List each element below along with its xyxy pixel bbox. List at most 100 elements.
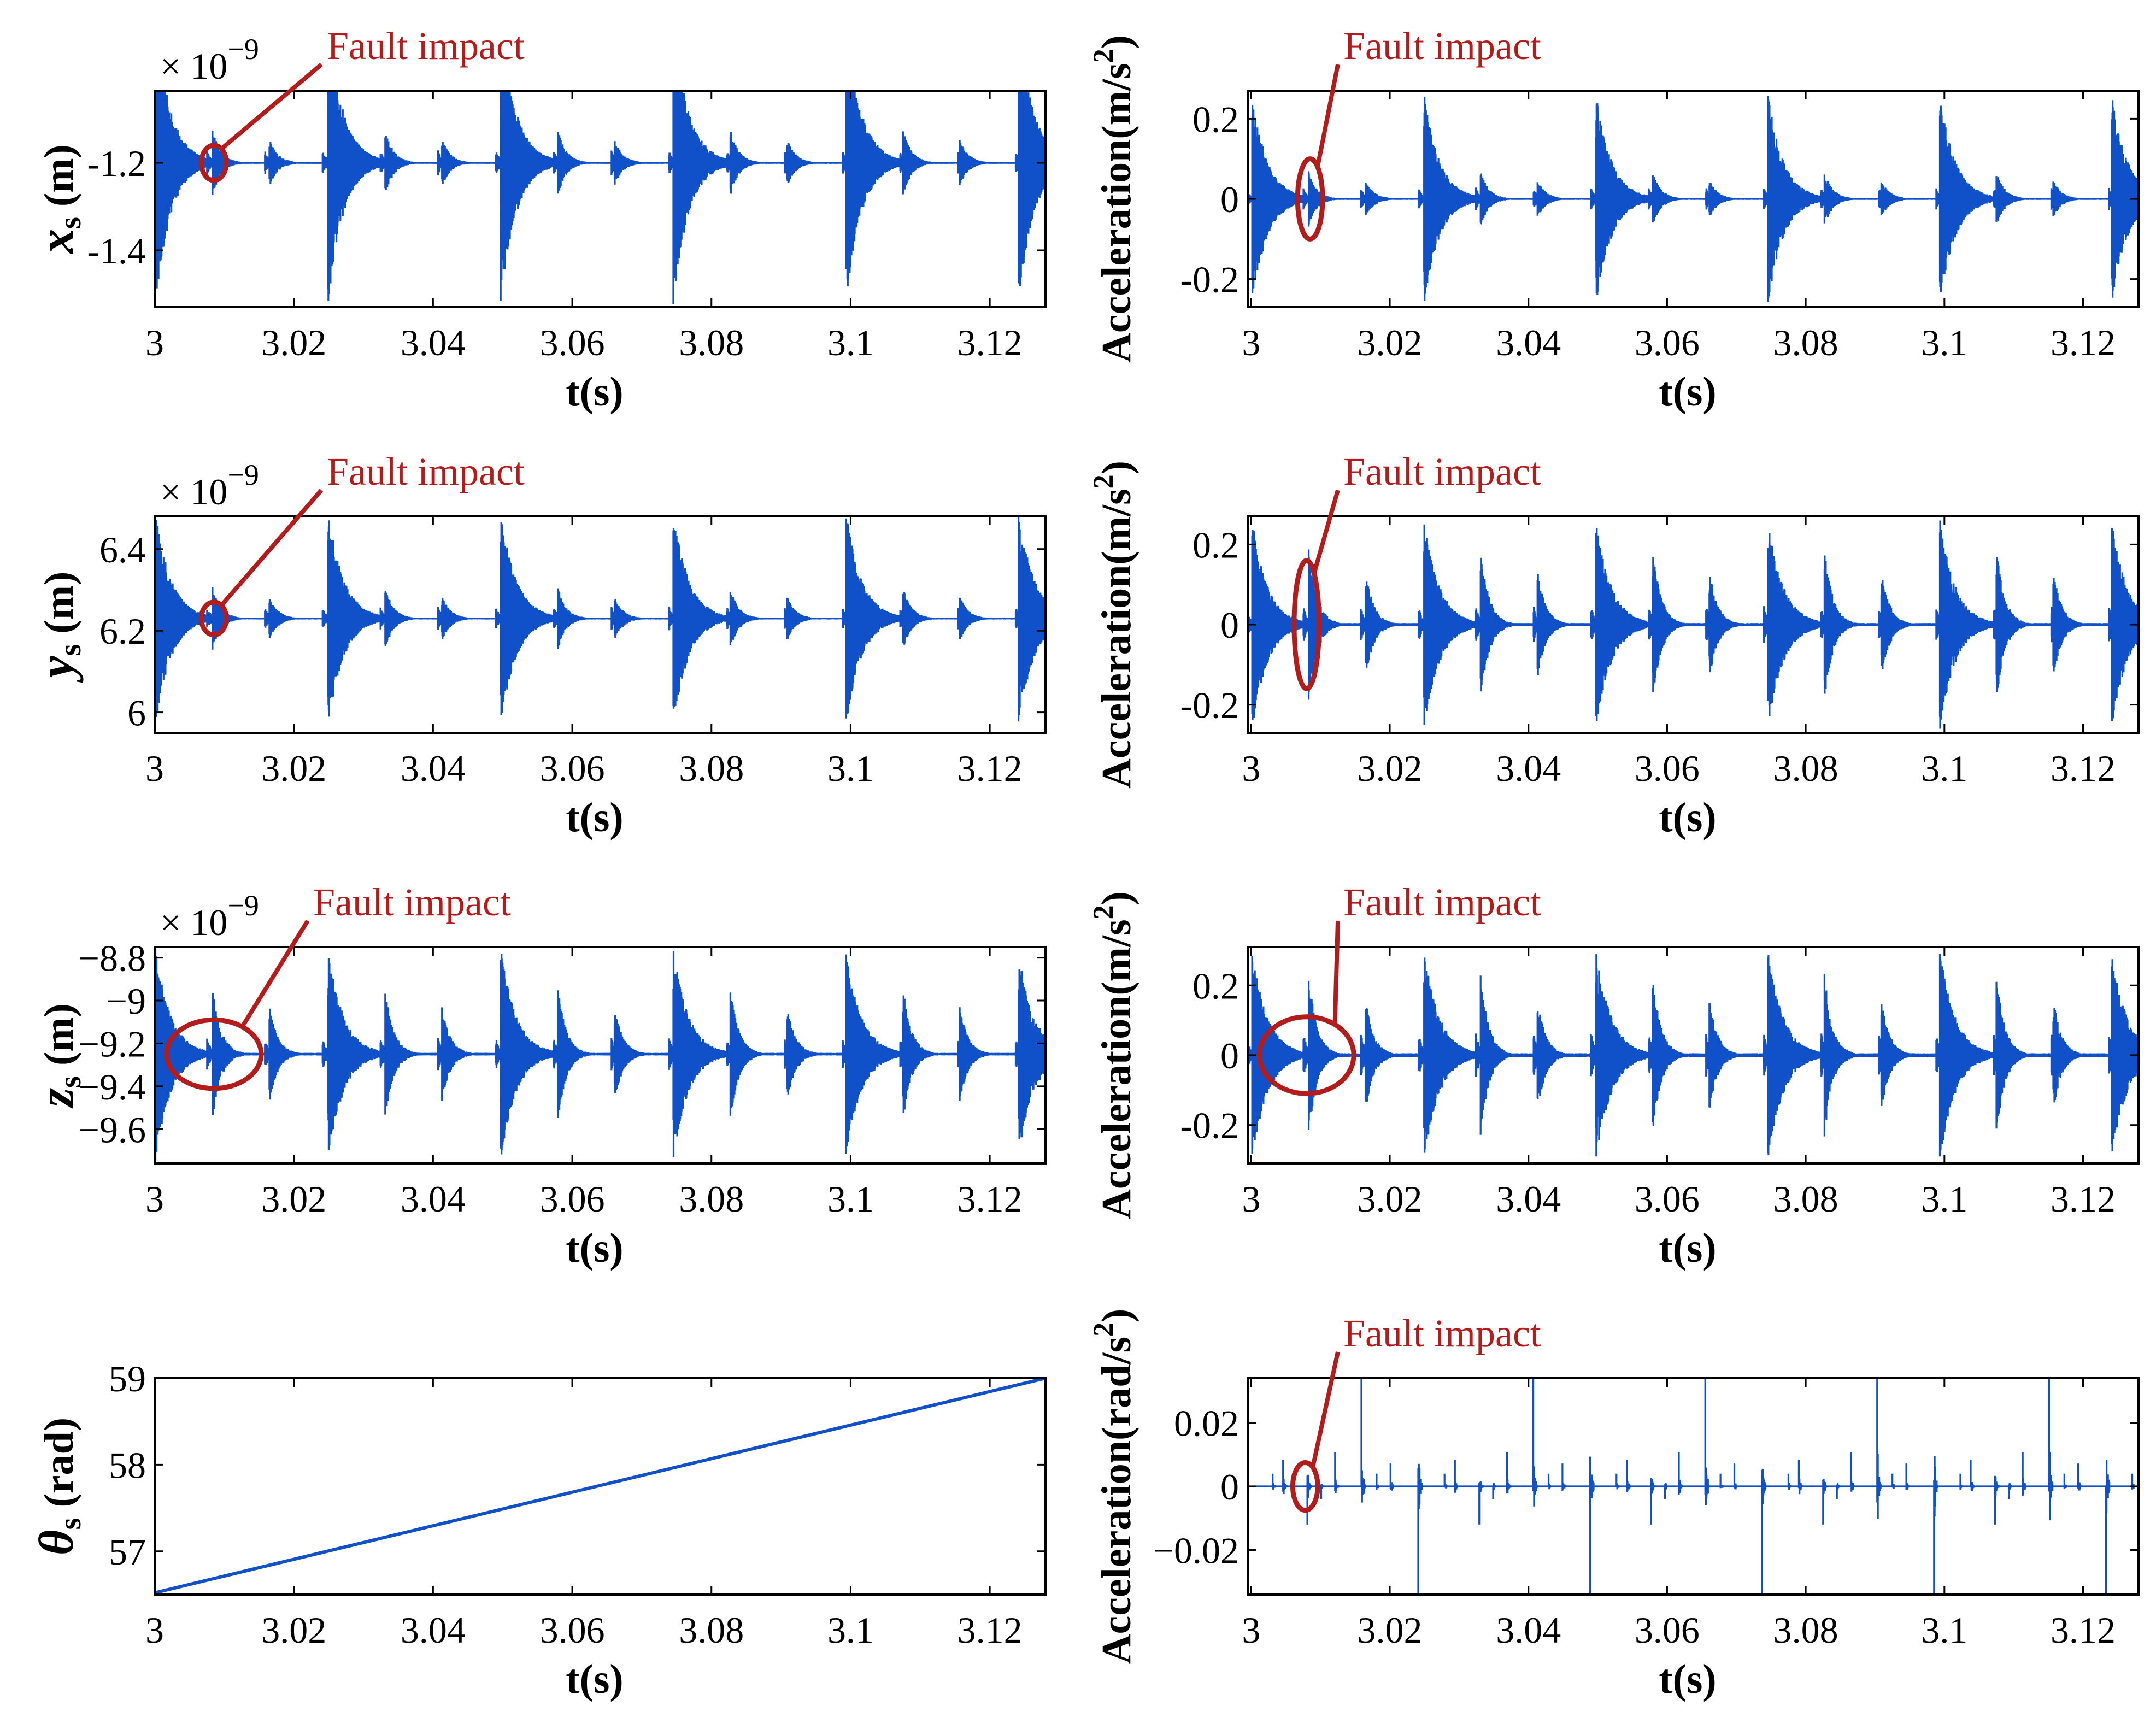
x-axis-label: t(s): [1659, 1656, 1717, 1702]
x-axis-label: t(s): [1659, 795, 1717, 840]
annotation-label: Fault impact: [327, 24, 525, 68]
panel-x-acceleration: 3 3.02 3.04 3.06 3.08 3.1 3.12 0.2 0 -0.2 t(s) Acce…: [1088, 24, 2140, 415]
x-tick-label: 3.04: [401, 1609, 466, 1651]
x-tick-label: 3.02: [261, 1609, 326, 1651]
y-axis-label: Acceleration(m/s2): [1088, 891, 1139, 1219]
axes-box: [154, 515, 1047, 734]
x-axis-label: t(s): [1659, 1225, 1717, 1271]
y-tick-label: -1.4: [87, 230, 146, 272]
x-tick-label: 3.12: [957, 748, 1023, 789]
annotation-leader-line: [219, 489, 324, 607]
y-tick-label: -0.2: [1180, 1105, 1239, 1146]
x-tick-label: 3.02: [261, 748, 326, 789]
x-tick-label: 3.06: [1635, 322, 1700, 363]
annotation-label: Fault impact: [1343, 24, 1541, 68]
x-tick-label: 3.08: [679, 322, 744, 363]
x-tick-label: 3.02: [1358, 322, 1423, 363]
y-axis-label: Acceleration(m/s2): [1088, 461, 1139, 789]
fault-impact-marker: [198, 143, 229, 183]
y-tick-label: −9: [107, 980, 146, 1022]
x-tick-label: 3.12: [2051, 748, 2116, 789]
x-tick-label: 3.1: [1921, 322, 1967, 363]
y-tick-label: −0.02: [1153, 1530, 1239, 1571]
y-tick-label: 0.2: [1192, 524, 1239, 566]
panel-y-acceleration: 3 3.02 3.04 3.06 3.08 3.1 3.12 0.2 0 -0.2 t(s) Acce…: [1088, 450, 2140, 840]
x-tick-label: 3.1: [827, 322, 874, 363]
x-axis-label: t(s): [566, 795, 624, 840]
y-tick-label: 6: [127, 692, 146, 734]
annotation-leader-line: [1332, 920, 1340, 1025]
axis-exponent: × 10−9: [160, 33, 259, 87]
y-tick-label: 0.2: [1192, 965, 1239, 1007]
y-axis-label: ys (m): [30, 572, 87, 684]
x-tick-label: 3: [145, 1178, 164, 1220]
x-tick-label: 3.12: [2051, 322, 2116, 363]
y-tick-label: 0: [1220, 604, 1239, 646]
series-line: [155, 516, 1045, 722]
panel-angular-acceleration: 3 3.02 3.04 3.06 3.08 3.1 3.12 0.02 0 −0.02 t(s) Ac…: [1088, 1309, 2140, 1702]
series-line: [1248, 1378, 2139, 1595]
x-tick-label: 3.12: [2051, 1178, 2116, 1220]
series-line: [1248, 96, 2139, 302]
x-tick-label: 3.08: [679, 748, 744, 789]
x-tick-label: 3.12: [957, 322, 1023, 363]
x-tick-label: 3.08: [1773, 322, 1838, 363]
panel-xs-displacement: 3 3.02 3.04 3.06 3.08 3.1 3.12 -1.2 -1.4 t(s) xs (…: [30, 24, 1047, 415]
x-tick-label: 3: [1242, 322, 1260, 363]
y-tick-label: -1.2: [87, 143, 146, 184]
y-tick-label: 59: [109, 1358, 146, 1399]
y-tick-label: -0.2: [1180, 685, 1239, 726]
y-axis-label: xs (m): [30, 144, 87, 255]
x-tick-label: 3.02: [1358, 1609, 1423, 1651]
x-axis-label: t(s): [566, 1225, 624, 1271]
x-tick-label: 3.08: [1773, 748, 1838, 789]
annotation-leader-line: [220, 62, 323, 151]
y-tick-label: 6.2: [99, 610, 146, 652]
y-axis-label: θs (rad): [30, 1418, 87, 1555]
x-tick-label: 3.04: [401, 1178, 466, 1220]
annotation-label: Fault impact: [1343, 880, 1541, 924]
x-tick-label: 3.06: [540, 1609, 605, 1651]
x-tick-label: 3: [145, 1609, 164, 1651]
annotation-leader-line: [1315, 64, 1340, 168]
x-axis-label: t(s): [566, 1656, 624, 1702]
series-line: [155, 1378, 1045, 1595]
x-tick-label: 3.04: [1496, 748, 1561, 789]
x-tick-label: 3: [145, 748, 164, 789]
x-tick-label: 3.1: [827, 1609, 874, 1651]
x-tick-label: 3.12: [957, 1609, 1023, 1651]
series-line: [155, 91, 1045, 304]
x-tick-label: 3.06: [1635, 1609, 1700, 1651]
annotation-label: Fault impact: [1343, 450, 1541, 493]
annotation-leader-line: [240, 919, 310, 1028]
series-line: [1248, 954, 2139, 1157]
x-tick-label: 3: [145, 322, 164, 363]
annotation-leader-line: [1311, 1351, 1340, 1468]
x-axis-label: t(s): [1659, 369, 1717, 415]
y-tick-label: −9.4: [79, 1066, 146, 1108]
annotation-leader-line: [1312, 489, 1340, 574]
y-axis-label: zs (m): [30, 1003, 87, 1109]
panel-theta-rotation: 3 3.02 3.04 3.06 3.08 3.1 3.12 59 58 57 t(s) θs (ra…: [30, 1358, 1047, 1702]
fault-impact-marker: [1295, 156, 1325, 242]
fault-impact-marker: [164, 1017, 264, 1091]
x-axis-label: t(s): [566, 369, 624, 415]
x-tick-label: 3.04: [1496, 1609, 1561, 1651]
x-tick-label: 3.04: [1496, 322, 1561, 363]
y-tick-label: 57: [109, 1531, 146, 1573]
x-tick-label: 3.02: [1358, 1178, 1423, 1220]
x-tick-label: 3.1: [827, 1178, 874, 1220]
x-tick-label: 3.08: [1773, 1609, 1838, 1651]
x-tick-label: 3.12: [2051, 1609, 2116, 1651]
y-tick-label: -0.2: [1180, 259, 1239, 301]
x-tick-label: 3.02: [261, 1178, 326, 1220]
x-tick-label: 3.06: [1635, 748, 1700, 789]
fault-impact-marker: [1257, 1014, 1356, 1096]
y-tick-label: 0.02: [1174, 1403, 1239, 1444]
panel-zs-displacement: 3 3.02 3.04 3.06 3.08 3.1 3.12 −8.8−9−9.2−9.4−9…: [30, 880, 1047, 1271]
panel-ys-displacement: 3 3.02 3.04 3.06 3.08 3.1 3.12 6.4 6.2 6 t(s) ys (m…: [30, 450, 1047, 840]
y-tick-label: −9.2: [79, 1023, 146, 1065]
y-tick-label: 6.4: [99, 529, 146, 571]
fault-impact-marker: [198, 599, 229, 638]
